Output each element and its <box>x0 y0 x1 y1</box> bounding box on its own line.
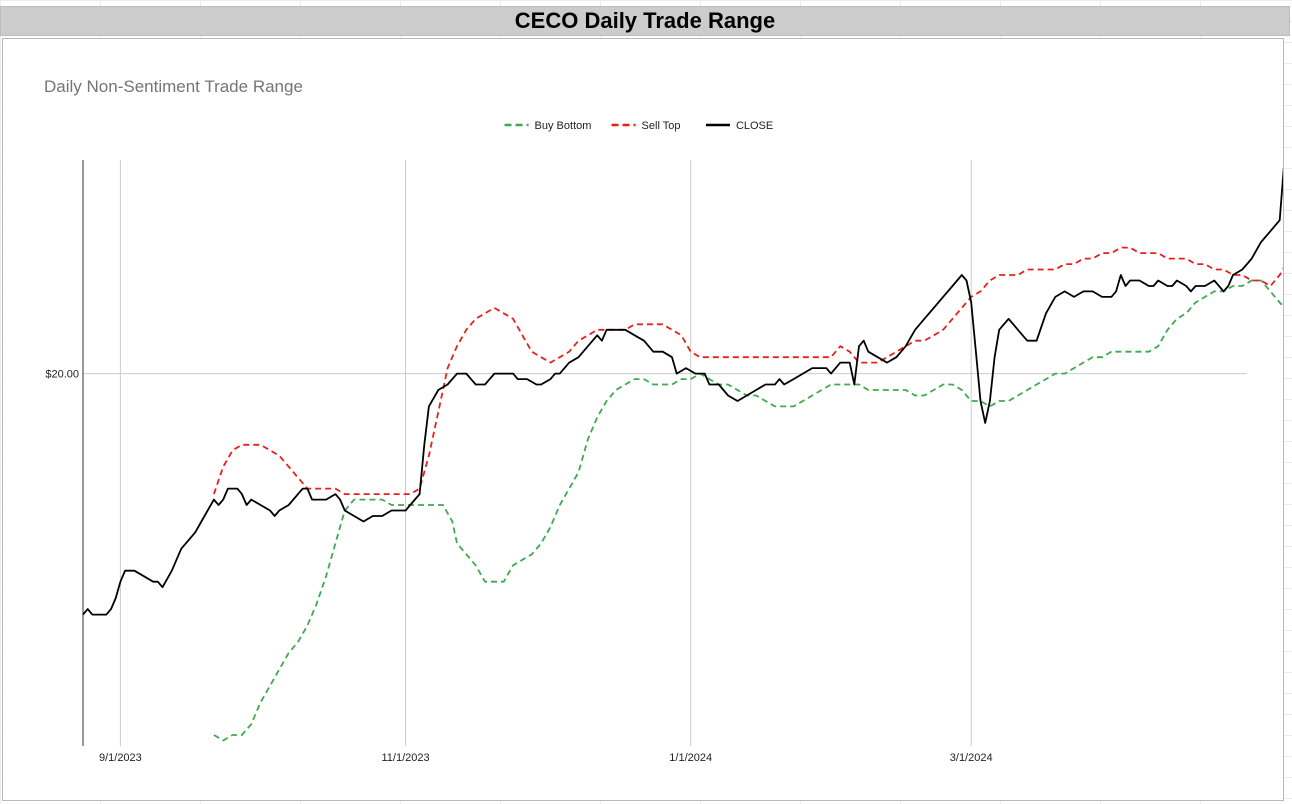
x-tick-label: 1/1/2024 <box>669 752 712 764</box>
legend-label-close: CLOSE <box>736 120 773 132</box>
x-tick-label: 9/1/2023 <box>99 752 142 764</box>
x-tick-label: 3/1/2024 <box>950 752 993 764</box>
sell-top-series-line <box>213 246 1283 496</box>
legend-label-buy-bottom: Buy Bottom <box>535 120 592 132</box>
close-series-line <box>82 166 1283 616</box>
chart-frame[interactable]: Daily Non-Sentiment Trade Range Buy Bott… <box>2 38 1284 801</box>
legend-label-sell-top: Sell Top <box>642 120 681 132</box>
chart-grid <box>83 160 1247 746</box>
page-title: CECO Daily Trade Range <box>0 6 1290 36</box>
chart-title: Daily Non-Sentiment Trade Range <box>44 77 303 96</box>
chart-series <box>82 166 1283 742</box>
buy-bottom-series-line <box>213 279 1283 742</box>
y-tick-label: $20.00 <box>45 369 79 381</box>
legend: Buy Bottom Sell Top CLOSE <box>504 120 773 132</box>
chart-axes: $20.00 9/1/2023 11/1/2023 1/1/2024 3/1/2024 <box>45 160 993 764</box>
x-tick-label: 11/1/2023 <box>381 752 429 764</box>
chart-svg: Daily Non-Sentiment Trade Range Buy Bott… <box>44 77 1283 764</box>
